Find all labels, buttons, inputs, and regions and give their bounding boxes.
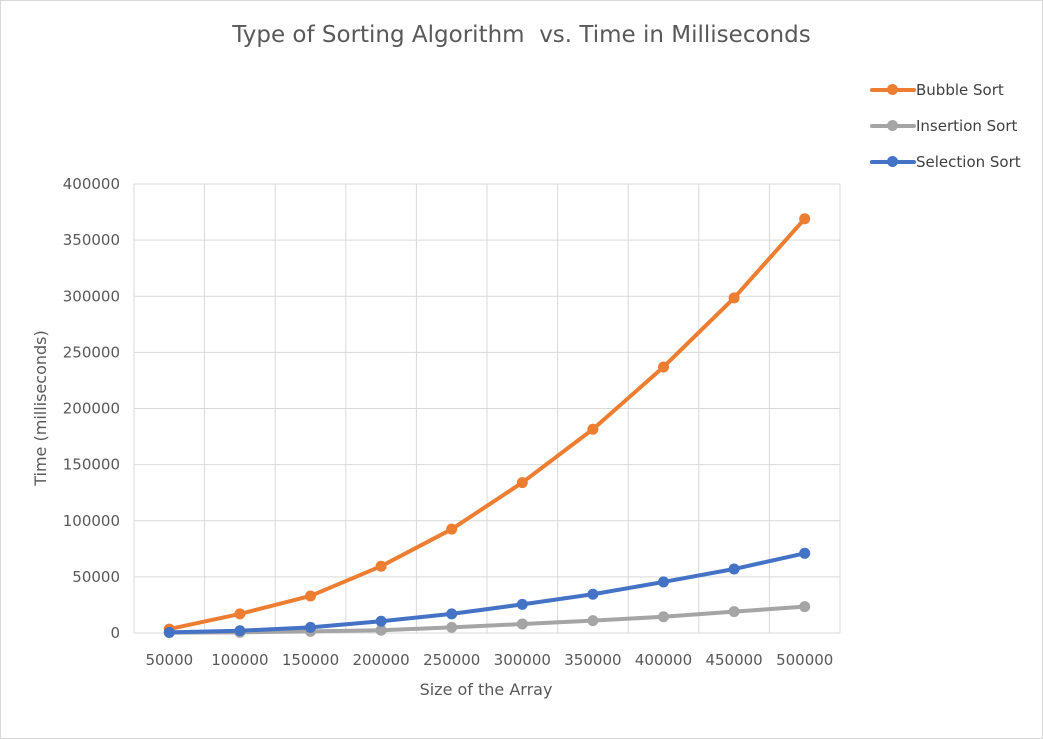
y-tick-label: 0 xyxy=(110,624,120,642)
x-tick-label: 200000 xyxy=(352,651,409,669)
y-tick-label: 150000 xyxy=(63,456,120,474)
legend-item-insertion-sort: Insertion Sort xyxy=(870,108,1021,144)
x-tick-label: 500000 xyxy=(776,651,833,669)
data-point-selection-sort xyxy=(587,588,599,600)
x-tick-label: 50000 xyxy=(145,651,193,669)
data-point-bubble-sort xyxy=(234,608,246,620)
data-point-selection-sort xyxy=(375,615,387,627)
y-tick-label: 50000 xyxy=(72,568,120,586)
legend-label-selection-sort: Selection Sort xyxy=(916,153,1021,171)
legend-item-selection-sort: Selection Sort xyxy=(870,144,1021,180)
x-tick-label: 350000 xyxy=(564,651,621,669)
data-point-selection-sort xyxy=(799,547,811,559)
data-point-insertion-sort xyxy=(658,611,669,623)
y-tick-label: 100000 xyxy=(63,512,120,530)
legend-swatch-insertion-sort xyxy=(870,119,916,133)
data-point-bubble-sort xyxy=(305,590,316,602)
series-line-bubble-sort xyxy=(167,216,807,632)
data-point-bubble-sort xyxy=(658,361,669,373)
y-tick-label: 200000 xyxy=(63,400,120,418)
x-axis-label: Size of the Array xyxy=(420,680,553,699)
data-point-bubble-sort xyxy=(799,213,811,225)
x-tick-label: 250000 xyxy=(423,651,480,669)
data-point-insertion-sort xyxy=(799,601,811,613)
data-point-bubble-sort xyxy=(587,423,599,435)
y-axis-label: Time (milliseconds) xyxy=(31,330,50,487)
y-tick-label: 300000 xyxy=(63,287,120,305)
legend-label-bubble-sort: Bubble Sort xyxy=(916,81,1004,99)
legend-swatch-selection-sort xyxy=(870,155,916,169)
y-tick-label: 400000 xyxy=(63,175,120,193)
data-point-selection-sort xyxy=(728,563,740,575)
data-point-selection-sort xyxy=(163,626,175,638)
data-point-selection-sort xyxy=(658,576,669,588)
data-point-insertion-sort xyxy=(375,624,387,636)
legend-label-insertion-sort: Insertion Sort xyxy=(916,117,1018,135)
x-tick-label: 300000 xyxy=(494,651,551,669)
y-tick-label: 250000 xyxy=(63,343,120,361)
series-line-insertion-sort xyxy=(167,604,807,635)
x-tick-label: 400000 xyxy=(635,651,692,669)
x-tick-label: 150000 xyxy=(282,651,339,669)
data-point-selection-sort xyxy=(234,625,246,637)
data-point-selection-sort xyxy=(446,608,458,620)
data-point-bubble-sort xyxy=(728,292,740,304)
legend: Bubble Sort Insertion Sort Selection Sor… xyxy=(870,72,1021,180)
data-point-bubble-sort xyxy=(446,523,458,535)
data-point-insertion-sort xyxy=(516,618,528,630)
legend-item-bubble-sort: Bubble Sort xyxy=(870,72,1021,108)
chart-title: Type of Sorting Algorithm vs. Time in Mi… xyxy=(232,22,811,48)
data-point-insertion-sort xyxy=(587,615,599,627)
data-point-insertion-sort xyxy=(728,606,740,618)
data-point-bubble-sort xyxy=(516,477,528,489)
data-point-insertion-sort xyxy=(446,621,458,633)
x-tick-label: 100000 xyxy=(211,651,268,669)
legend-swatch-bubble-sort xyxy=(870,83,916,97)
x-tick-label: 450000 xyxy=(705,651,762,669)
series-line-selection-sort xyxy=(167,551,807,635)
y-tick-label: 350000 xyxy=(63,231,120,249)
data-point-bubble-sort xyxy=(375,560,387,572)
data-point-selection-sort xyxy=(305,621,316,633)
data-point-selection-sort xyxy=(516,598,528,610)
